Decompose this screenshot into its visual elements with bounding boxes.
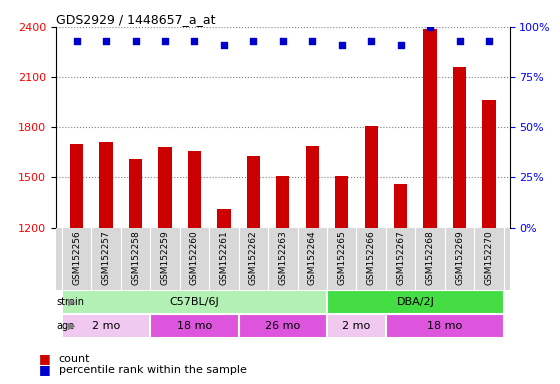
- Point: [455, 38, 464, 44]
- Text: ▶: ▶: [68, 321, 75, 331]
- Bar: [70, 144, 83, 384]
- Text: GSM152256: GSM152256: [72, 231, 81, 285]
- Text: 18 mo: 18 mo: [427, 321, 463, 331]
- Text: GDS2929 / 1448657_a_at: GDS2929 / 1448657_a_at: [56, 13, 216, 26]
- Point: [367, 38, 376, 44]
- Bar: [276, 176, 290, 384]
- Text: GSM152261: GSM152261: [220, 231, 228, 285]
- Bar: [327, 314, 386, 338]
- Text: 2 mo: 2 mo: [92, 321, 120, 331]
- Text: GSM152264: GSM152264: [308, 231, 317, 285]
- Bar: [394, 184, 407, 384]
- Point: [190, 38, 199, 44]
- Bar: [453, 67, 466, 384]
- Text: GSM152268: GSM152268: [426, 231, 435, 285]
- Bar: [482, 101, 496, 384]
- Point: [484, 38, 493, 44]
- Point: [101, 38, 110, 44]
- Text: 18 mo: 18 mo: [177, 321, 212, 331]
- Point: [220, 42, 228, 48]
- Bar: [335, 176, 348, 384]
- Point: [249, 38, 258, 44]
- Point: [278, 38, 287, 44]
- Text: ■: ■: [39, 363, 51, 376]
- Text: GSM152267: GSM152267: [396, 231, 405, 285]
- Text: GSM152263: GSM152263: [278, 231, 287, 285]
- Point: [426, 24, 435, 30]
- Bar: [129, 159, 142, 384]
- Text: GSM152259: GSM152259: [161, 231, 170, 285]
- Text: ■: ■: [39, 352, 51, 365]
- Text: strain: strain: [57, 297, 85, 307]
- Point: [72, 38, 81, 44]
- Text: GSM152266: GSM152266: [367, 231, 376, 285]
- Point: [337, 42, 346, 48]
- Point: [308, 38, 317, 44]
- Text: GSM152257: GSM152257: [101, 231, 110, 285]
- Text: count: count: [59, 354, 90, 364]
- Text: GSM152258: GSM152258: [131, 231, 140, 285]
- Text: 26 mo: 26 mo: [265, 321, 300, 331]
- Bar: [239, 314, 327, 338]
- Text: 2 mo: 2 mo: [342, 321, 371, 331]
- Text: ▶: ▶: [68, 297, 75, 307]
- Bar: [386, 314, 503, 338]
- Point: [131, 38, 140, 44]
- Bar: [306, 146, 319, 384]
- Bar: [150, 314, 239, 338]
- Point: [396, 42, 405, 48]
- Text: C57BL/6J: C57BL/6J: [170, 297, 220, 307]
- Text: GSM152265: GSM152265: [337, 231, 346, 285]
- Bar: [62, 314, 150, 338]
- Bar: [62, 290, 327, 314]
- Text: GSM152260: GSM152260: [190, 231, 199, 285]
- Bar: [158, 147, 171, 384]
- Bar: [217, 209, 231, 384]
- Bar: [327, 290, 503, 314]
- Point: [161, 38, 170, 44]
- Bar: [247, 156, 260, 384]
- Bar: [423, 28, 437, 384]
- Text: GSM152262: GSM152262: [249, 231, 258, 285]
- Text: GSM152270: GSM152270: [484, 231, 493, 285]
- Bar: [100, 142, 113, 384]
- Bar: [365, 126, 378, 384]
- Text: GSM152269: GSM152269: [455, 231, 464, 285]
- Text: percentile rank within the sample: percentile rank within the sample: [59, 365, 246, 375]
- Bar: [188, 151, 201, 384]
- Text: age: age: [57, 321, 74, 331]
- Text: DBA/2J: DBA/2J: [396, 297, 435, 307]
